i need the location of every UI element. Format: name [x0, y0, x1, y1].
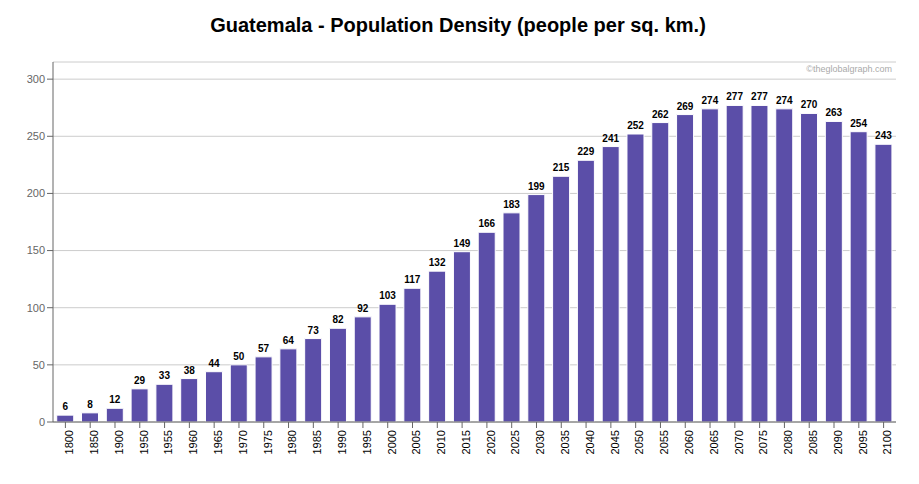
svg-text:2075: 2075 — [757, 430, 769, 454]
svg-text:254: 254 — [850, 118, 867, 129]
svg-text:1955: 1955 — [162, 430, 174, 454]
svg-text:117: 117 — [404, 274, 421, 285]
svg-text:277: 277 — [726, 91, 743, 102]
svg-text:92: 92 — [357, 303, 369, 314]
svg-text:215: 215 — [553, 162, 570, 173]
svg-text:270: 270 — [801, 99, 818, 110]
svg-text:50: 50 — [233, 351, 245, 362]
svg-text:29: 29 — [134, 375, 146, 386]
svg-text:200: 200 — [27, 187, 45, 199]
svg-text:166: 166 — [478, 218, 495, 229]
svg-text:199: 199 — [528, 181, 545, 192]
svg-text:2090: 2090 — [832, 430, 844, 454]
svg-text:1980: 1980 — [286, 430, 298, 454]
svg-text:229: 229 — [578, 146, 595, 157]
svg-text:274: 274 — [776, 95, 793, 106]
svg-text:263: 263 — [825, 107, 842, 118]
svg-text:2000: 2000 — [386, 430, 398, 454]
svg-text:2040: 2040 — [584, 430, 596, 454]
svg-text:2020: 2020 — [485, 430, 497, 454]
svg-text:1990: 1990 — [336, 430, 348, 454]
svg-text:12: 12 — [109, 394, 121, 405]
svg-text:1965: 1965 — [212, 430, 224, 454]
svg-text:64: 64 — [283, 335, 295, 346]
svg-text:1850: 1850 — [88, 430, 100, 454]
svg-text:2030: 2030 — [534, 430, 546, 454]
html-text:Guatemala - Population Density: Guatemala - Population Density (people p… — [210, 14, 706, 36]
svg-text:252: 252 — [627, 120, 644, 131]
svg-text:1960: 1960 — [187, 430, 199, 454]
svg-text:1950: 1950 — [138, 430, 150, 454]
svg-text:274: 274 — [702, 95, 719, 106]
svg-text:73: 73 — [308, 325, 320, 336]
svg-text:241: 241 — [602, 133, 619, 144]
html-text:©theglobalgraph.com: ©theglobalgraph.com — [806, 64, 892, 74]
svg-text:6: 6 — [62, 401, 68, 412]
svg-text:0: 0 — [39, 416, 45, 428]
svg-text:2070: 2070 — [733, 430, 745, 454]
svg-text:33: 33 — [159, 370, 171, 381]
svg-text:2015: 2015 — [460, 430, 472, 454]
svg-text:2095: 2095 — [857, 430, 869, 454]
svg-text:1995: 1995 — [361, 430, 373, 454]
svg-text:1975: 1975 — [262, 430, 274, 454]
svg-text:1970: 1970 — [237, 430, 249, 454]
svg-text:243: 243 — [875, 130, 892, 141]
svg-text:57: 57 — [258, 343, 270, 354]
svg-text:250: 250 — [27, 130, 45, 142]
svg-text:1900: 1900 — [113, 430, 125, 454]
svg-text:300: 300 — [27, 73, 45, 85]
svg-text:2025: 2025 — [510, 430, 522, 454]
svg-text:44: 44 — [208, 358, 220, 369]
svg-text:2060: 2060 — [683, 430, 695, 454]
svg-text:103: 103 — [379, 290, 396, 301]
svg-text:262: 262 — [652, 109, 669, 120]
svg-text:2065: 2065 — [708, 430, 720, 454]
svg-text:277: 277 — [751, 91, 768, 102]
svg-text:50: 50 — [33, 359, 45, 371]
svg-text:2100: 2100 — [881, 430, 893, 454]
svg-text:100: 100 — [27, 302, 45, 314]
svg-text:269: 269 — [677, 101, 694, 112]
svg-text:149: 149 — [454, 238, 471, 249]
svg-text:2055: 2055 — [658, 430, 670, 454]
svg-text:8: 8 — [87, 399, 93, 410]
svg-text:2050: 2050 — [633, 430, 645, 454]
svg-text:38: 38 — [184, 365, 196, 376]
svg-text:1800: 1800 — [63, 430, 75, 454]
svg-text:2005: 2005 — [410, 430, 422, 454]
svg-text:150: 150 — [27, 244, 45, 256]
svg-text:2035: 2035 — [559, 430, 571, 454]
svg-text:2080: 2080 — [782, 430, 794, 454]
svg-text:82: 82 — [332, 314, 344, 325]
svg-text:183: 183 — [503, 199, 520, 210]
svg-text:1985: 1985 — [311, 430, 323, 454]
svg-text:2010: 2010 — [435, 430, 447, 454]
svg-text:132: 132 — [429, 257, 446, 268]
svg-text:2045: 2045 — [609, 430, 621, 454]
svg-text:2085: 2085 — [807, 430, 819, 454]
